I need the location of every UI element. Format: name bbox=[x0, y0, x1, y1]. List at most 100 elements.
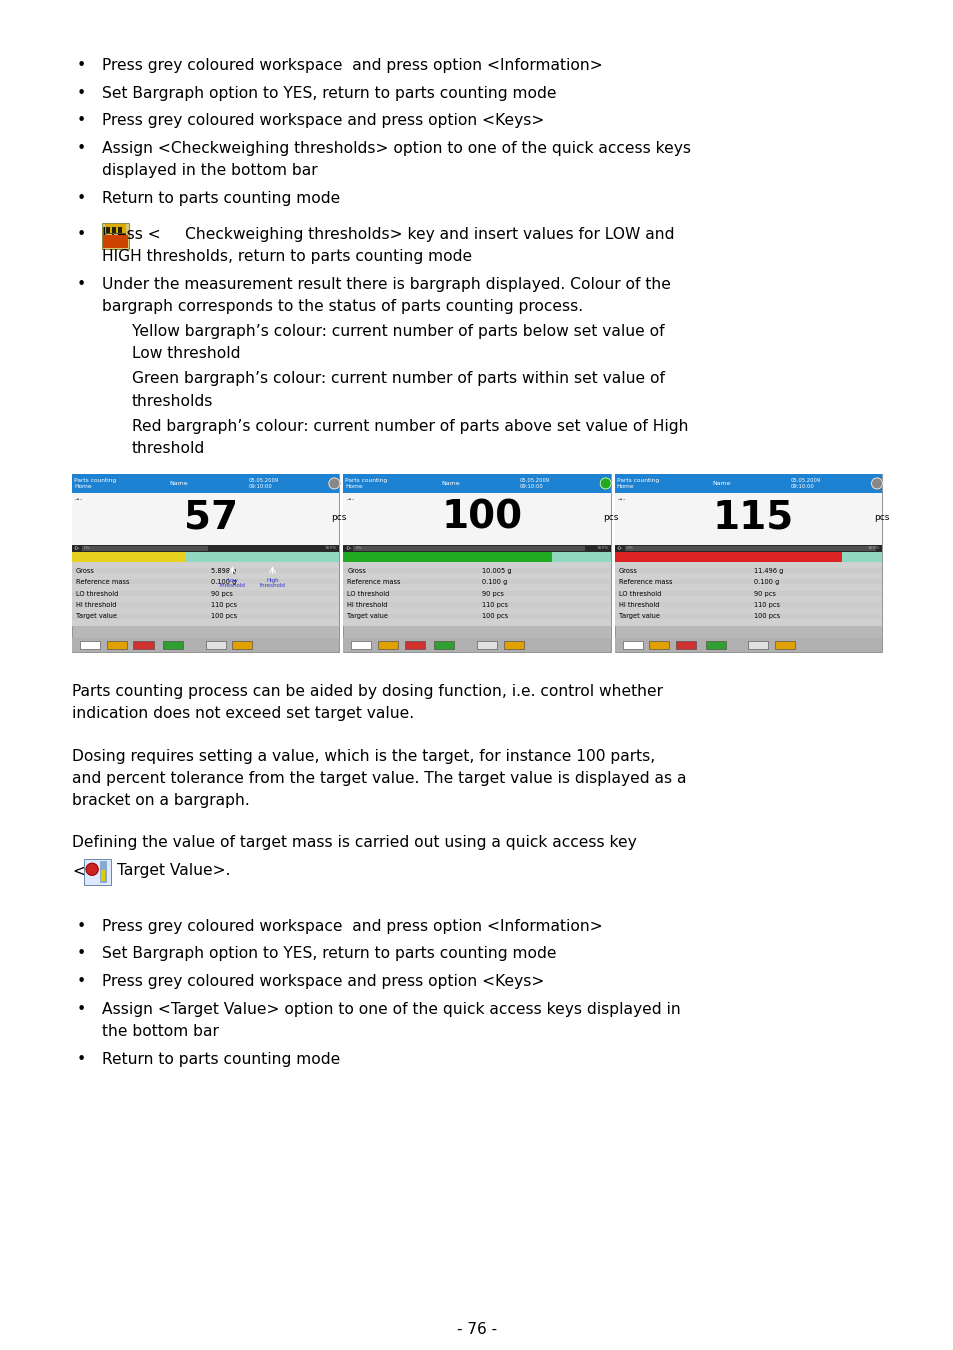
Text: LO threshold: LO threshold bbox=[618, 590, 660, 597]
Text: threshold: threshold bbox=[219, 583, 245, 589]
Bar bbox=[103, 235, 128, 247]
Text: Checkweighing thresholds> key and insert values for LOW and: Checkweighing thresholds> key and insert… bbox=[185, 227, 674, 242]
Text: the bottom bar: the bottom bar bbox=[102, 1025, 218, 1040]
Bar bbox=[614, 544, 882, 552]
Bar bbox=[614, 493, 882, 544]
Text: Set Bargraph option to YES, return to parts counting mode: Set Bargraph option to YES, return to pa… bbox=[102, 85, 556, 101]
Text: Assign <Checkweighing thresholds> option to one of the quick access keys: Assign <Checkweighing thresholds> option… bbox=[102, 142, 690, 157]
Text: •: • bbox=[77, 142, 86, 157]
Bar bbox=[353, 545, 584, 551]
Text: 110 pcs: 110 pcs bbox=[482, 602, 508, 608]
Text: <: < bbox=[71, 864, 85, 879]
Bar bbox=[100, 861, 107, 883]
Bar bbox=[705, 641, 725, 649]
Text: Name: Name bbox=[440, 481, 459, 486]
Bar bbox=[614, 474, 882, 652]
Text: Red bargraph’s colour: current number of parts above set value of High: Red bargraph’s colour: current number of… bbox=[132, 418, 688, 433]
Text: Parts counting: Parts counting bbox=[74, 478, 116, 483]
Circle shape bbox=[329, 478, 339, 489]
Text: - 76 -: - 76 - bbox=[456, 1322, 497, 1336]
Bar bbox=[774, 641, 794, 649]
Text: HI threshold: HI threshold bbox=[347, 602, 388, 608]
Bar bbox=[614, 614, 882, 618]
Text: 09:10:00: 09:10:00 bbox=[790, 485, 814, 489]
Bar bbox=[71, 562, 339, 626]
Text: -•-: -•- bbox=[617, 497, 625, 502]
Circle shape bbox=[86, 863, 98, 875]
Bar bbox=[676, 641, 696, 649]
Text: -0-: -0- bbox=[345, 545, 352, 551]
Bar bbox=[105, 224, 126, 234]
Bar bbox=[614, 639, 882, 652]
Text: Yellow bargraph’s colour: current number of parts below set value of: Yellow bargraph’s colour: current number… bbox=[132, 324, 664, 339]
Bar bbox=[351, 641, 371, 649]
Text: thresholds: thresholds bbox=[132, 394, 213, 409]
Text: 0%: 0% bbox=[626, 547, 633, 551]
Bar bbox=[71, 591, 339, 595]
Text: displayed in the bottom bar: displayed in the bottom bar bbox=[102, 163, 317, 178]
Text: 90 pcs: 90 pcs bbox=[753, 590, 775, 597]
Text: -0-: -0- bbox=[74, 545, 81, 551]
Bar bbox=[343, 562, 610, 626]
Bar bbox=[344, 475, 358, 491]
Text: Dosing requires setting a value, which is the target, for instance 100 parts,: Dosing requires setting a value, which i… bbox=[71, 749, 655, 764]
Text: 100 pcs: 100 pcs bbox=[482, 613, 508, 620]
Text: Gross: Gross bbox=[347, 568, 366, 574]
Bar bbox=[71, 474, 339, 652]
Bar bbox=[71, 474, 339, 493]
Text: HI threshold: HI threshold bbox=[618, 602, 659, 608]
Text: Set Bargraph option to YES, return to parts counting mode: Set Bargraph option to YES, return to pa… bbox=[102, 946, 556, 961]
Text: •: • bbox=[77, 946, 86, 961]
Text: 09:10:00: 09:10:00 bbox=[519, 485, 543, 489]
Text: 100%: 100% bbox=[325, 547, 337, 551]
Bar bbox=[622, 641, 642, 649]
Text: Target value: Target value bbox=[76, 613, 117, 620]
Text: pcs: pcs bbox=[873, 513, 888, 521]
Text: 90 pcs: 90 pcs bbox=[482, 590, 504, 597]
Text: and percent tolerance from the target value. The target value is displayed as a: and percent tolerance from the target va… bbox=[71, 771, 686, 786]
Text: Press <: Press < bbox=[102, 227, 161, 242]
Text: Target Value>.: Target Value>. bbox=[117, 864, 231, 879]
Bar bbox=[747, 641, 767, 649]
Bar bbox=[343, 474, 610, 652]
Text: Gross: Gross bbox=[76, 568, 94, 574]
Bar bbox=[343, 579, 610, 585]
Text: Green bargraph’s colour: current number of parts within set value of: Green bargraph’s colour: current number … bbox=[132, 371, 664, 386]
Bar bbox=[343, 493, 610, 544]
Bar bbox=[105, 224, 126, 235]
Text: Press grey coloured workspace and press option <Keys>: Press grey coloured workspace and press … bbox=[102, 113, 544, 128]
Bar bbox=[343, 602, 610, 608]
Text: High: High bbox=[266, 578, 278, 583]
Text: •: • bbox=[77, 975, 86, 990]
Text: Assign <Target Value> option to one of the quick access keys displayed in: Assign <Target Value> option to one of t… bbox=[102, 1002, 680, 1017]
Text: 0.100 g: 0.100 g bbox=[753, 579, 779, 586]
Text: Home: Home bbox=[345, 485, 362, 489]
Bar bbox=[71, 639, 339, 652]
Text: Gross: Gross bbox=[618, 568, 637, 574]
Text: HIGH thresholds, return to parts counting mode: HIGH thresholds, return to parts countin… bbox=[102, 248, 472, 263]
Text: Parts counting: Parts counting bbox=[616, 478, 659, 483]
Text: 0%: 0% bbox=[355, 547, 362, 551]
Text: •: • bbox=[77, 277, 86, 292]
Bar bbox=[71, 552, 339, 562]
Text: Target value: Target value bbox=[347, 613, 388, 620]
Text: Return to parts counting mode: Return to parts counting mode bbox=[102, 190, 340, 207]
Bar bbox=[343, 474, 610, 493]
Text: Target value: Target value bbox=[618, 613, 659, 620]
Text: bargraph corresponds to the status of parts counting process.: bargraph corresponds to the status of pa… bbox=[102, 298, 582, 313]
Text: indication does not exceed set target value.: indication does not exceed set target va… bbox=[71, 706, 414, 721]
Bar bbox=[71, 568, 339, 572]
Text: Home: Home bbox=[616, 485, 634, 489]
Text: 11.496 g: 11.496 g bbox=[753, 568, 782, 574]
Bar bbox=[343, 591, 610, 595]
Text: •: • bbox=[77, 919, 86, 934]
Text: •: • bbox=[77, 1002, 86, 1017]
Bar bbox=[614, 579, 882, 585]
Text: pcs: pcs bbox=[331, 513, 346, 521]
Text: •: • bbox=[77, 190, 86, 207]
Text: Low: Low bbox=[227, 578, 237, 583]
Text: Press grey coloured workspace  and press option <Information>: Press grey coloured workspace and press … bbox=[102, 58, 602, 73]
Bar bbox=[614, 552, 882, 562]
Bar bbox=[615, 475, 629, 491]
Text: bracket on a bargraph.: bracket on a bargraph. bbox=[71, 792, 250, 809]
